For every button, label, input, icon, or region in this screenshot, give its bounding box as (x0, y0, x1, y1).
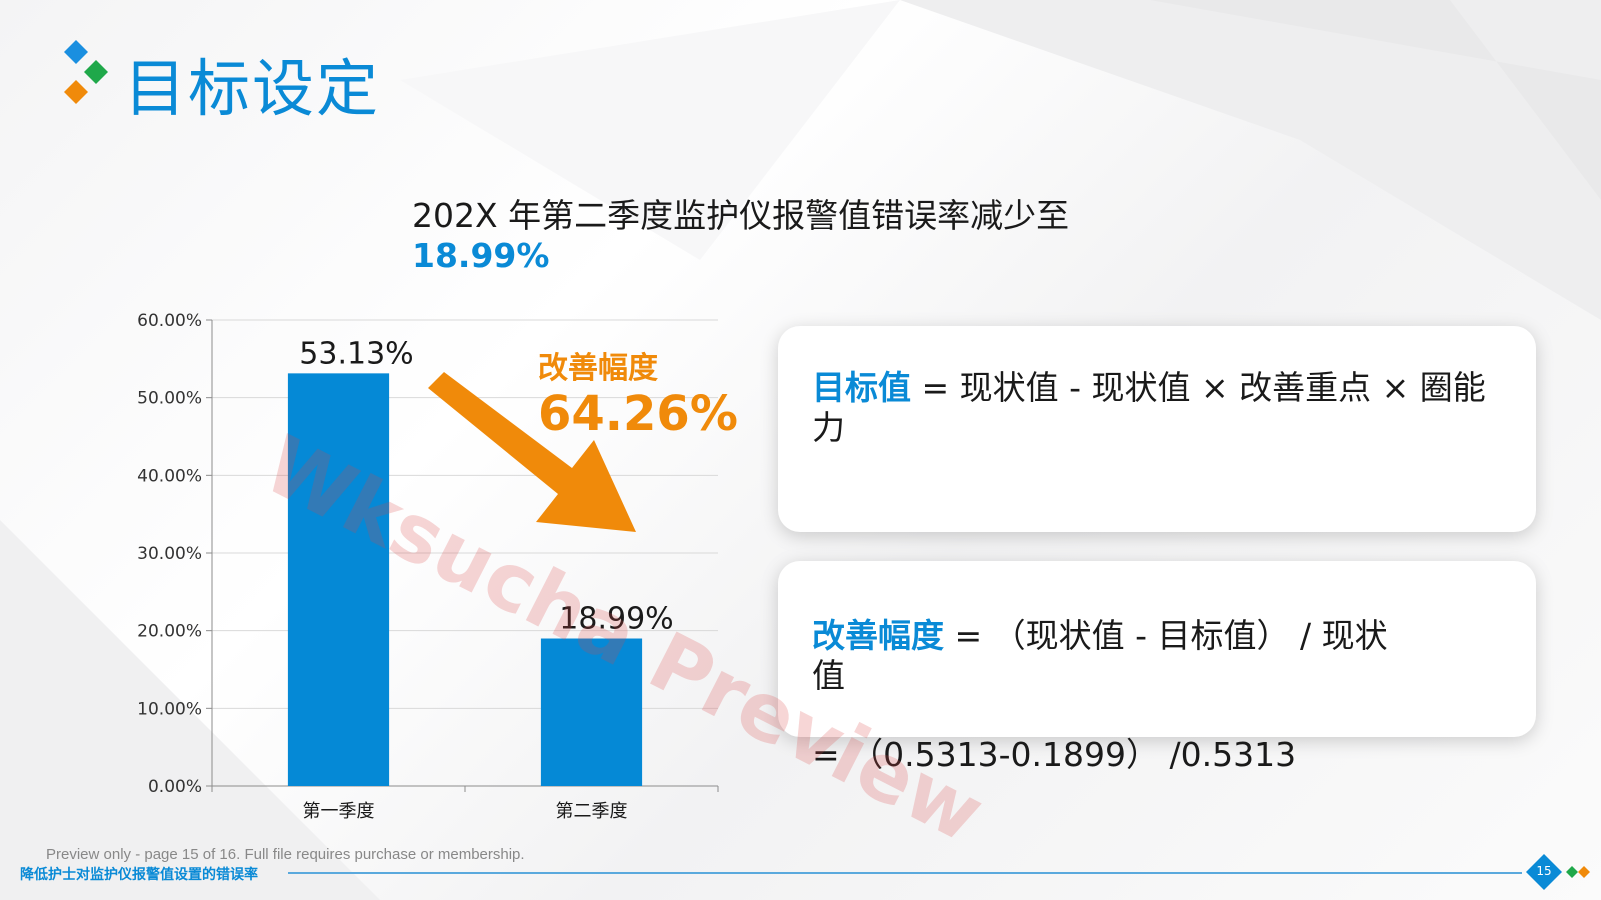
target-formula: 目标值 = 现状值 - 现状值 × 改善重点 × 圈能力 (812, 368, 1512, 448)
y-tick-label: 50.00% (137, 389, 202, 409)
y-tick-label: 30.00% (137, 544, 202, 564)
headline: 202X 年第二季度监护仪报警值错误率减少至 18.99% (412, 196, 1069, 276)
headline-text: 202X 年第二季度监护仪报警值错误率减少至 (412, 196, 1070, 235)
y-tick-label: 10.00% (137, 699, 202, 719)
improvement-arrow (428, 372, 636, 532)
chart-bars (287, 373, 643, 786)
page-badge-icon (1526, 854, 1590, 890)
chart-labels: 53.13% 第一季度 18.99% 第二季度 (299, 336, 673, 822)
logo-icon (64, 40, 108, 104)
improvement-formula-card (778, 561, 1536, 737)
y-tick-label: 20.00% (137, 622, 202, 642)
x-tick-label: 第二季度 (556, 801, 628, 822)
improvement-formula: 改善幅度 = （现状值 - 目标值） / 现状值 (812, 616, 1412, 696)
page-title: 目标设定 (124, 52, 381, 125)
annotation-value: 64.26% (538, 386, 738, 442)
annotation-label: 改善幅度 (538, 351, 658, 386)
improvement-calculation: = （0.5313-0.1899） /0.5313 (812, 735, 1297, 774)
improvement-arrow-icon (428, 372, 636, 532)
improvement-formula-expr: = （现状值 - 目标值） / 现状值 (812, 616, 1388, 695)
bar (287, 373, 390, 786)
y-tick-label: 60.00% (137, 311, 202, 331)
bar-value-label: 53.13% (299, 336, 413, 371)
bar-value-label: 18.99% (559, 602, 673, 637)
improvement-formula-key: 改善幅度 (812, 616, 944, 655)
bar (540, 638, 643, 786)
footer-divider (288, 872, 1522, 874)
headline-highlight: 18.99% (412, 236, 550, 275)
x-tick-label: 第一季度 (303, 801, 375, 822)
y-tick-label: 40.00% (137, 466, 202, 486)
target-formula-key: 目标值 (812, 368, 911, 407)
target-formula-card (778, 326, 1536, 532)
page-number: 15 (1536, 864, 1552, 878)
footer-title: 降低护士对监护仪报警值设置的错误率 (20, 867, 258, 883)
chart-axes: 0.00% 10.00% 20.00% 30.00% 40.00% 50.00% 60.00… (137, 311, 719, 797)
y-tick-label: 0.00% (148, 777, 202, 797)
preview-note: Preview only - page 15 of 16. Full file … (46, 846, 525, 863)
target-formula-expr: = 现状值 - 现状值 × 改善重点 × 圈能力 (812, 368, 1486, 447)
